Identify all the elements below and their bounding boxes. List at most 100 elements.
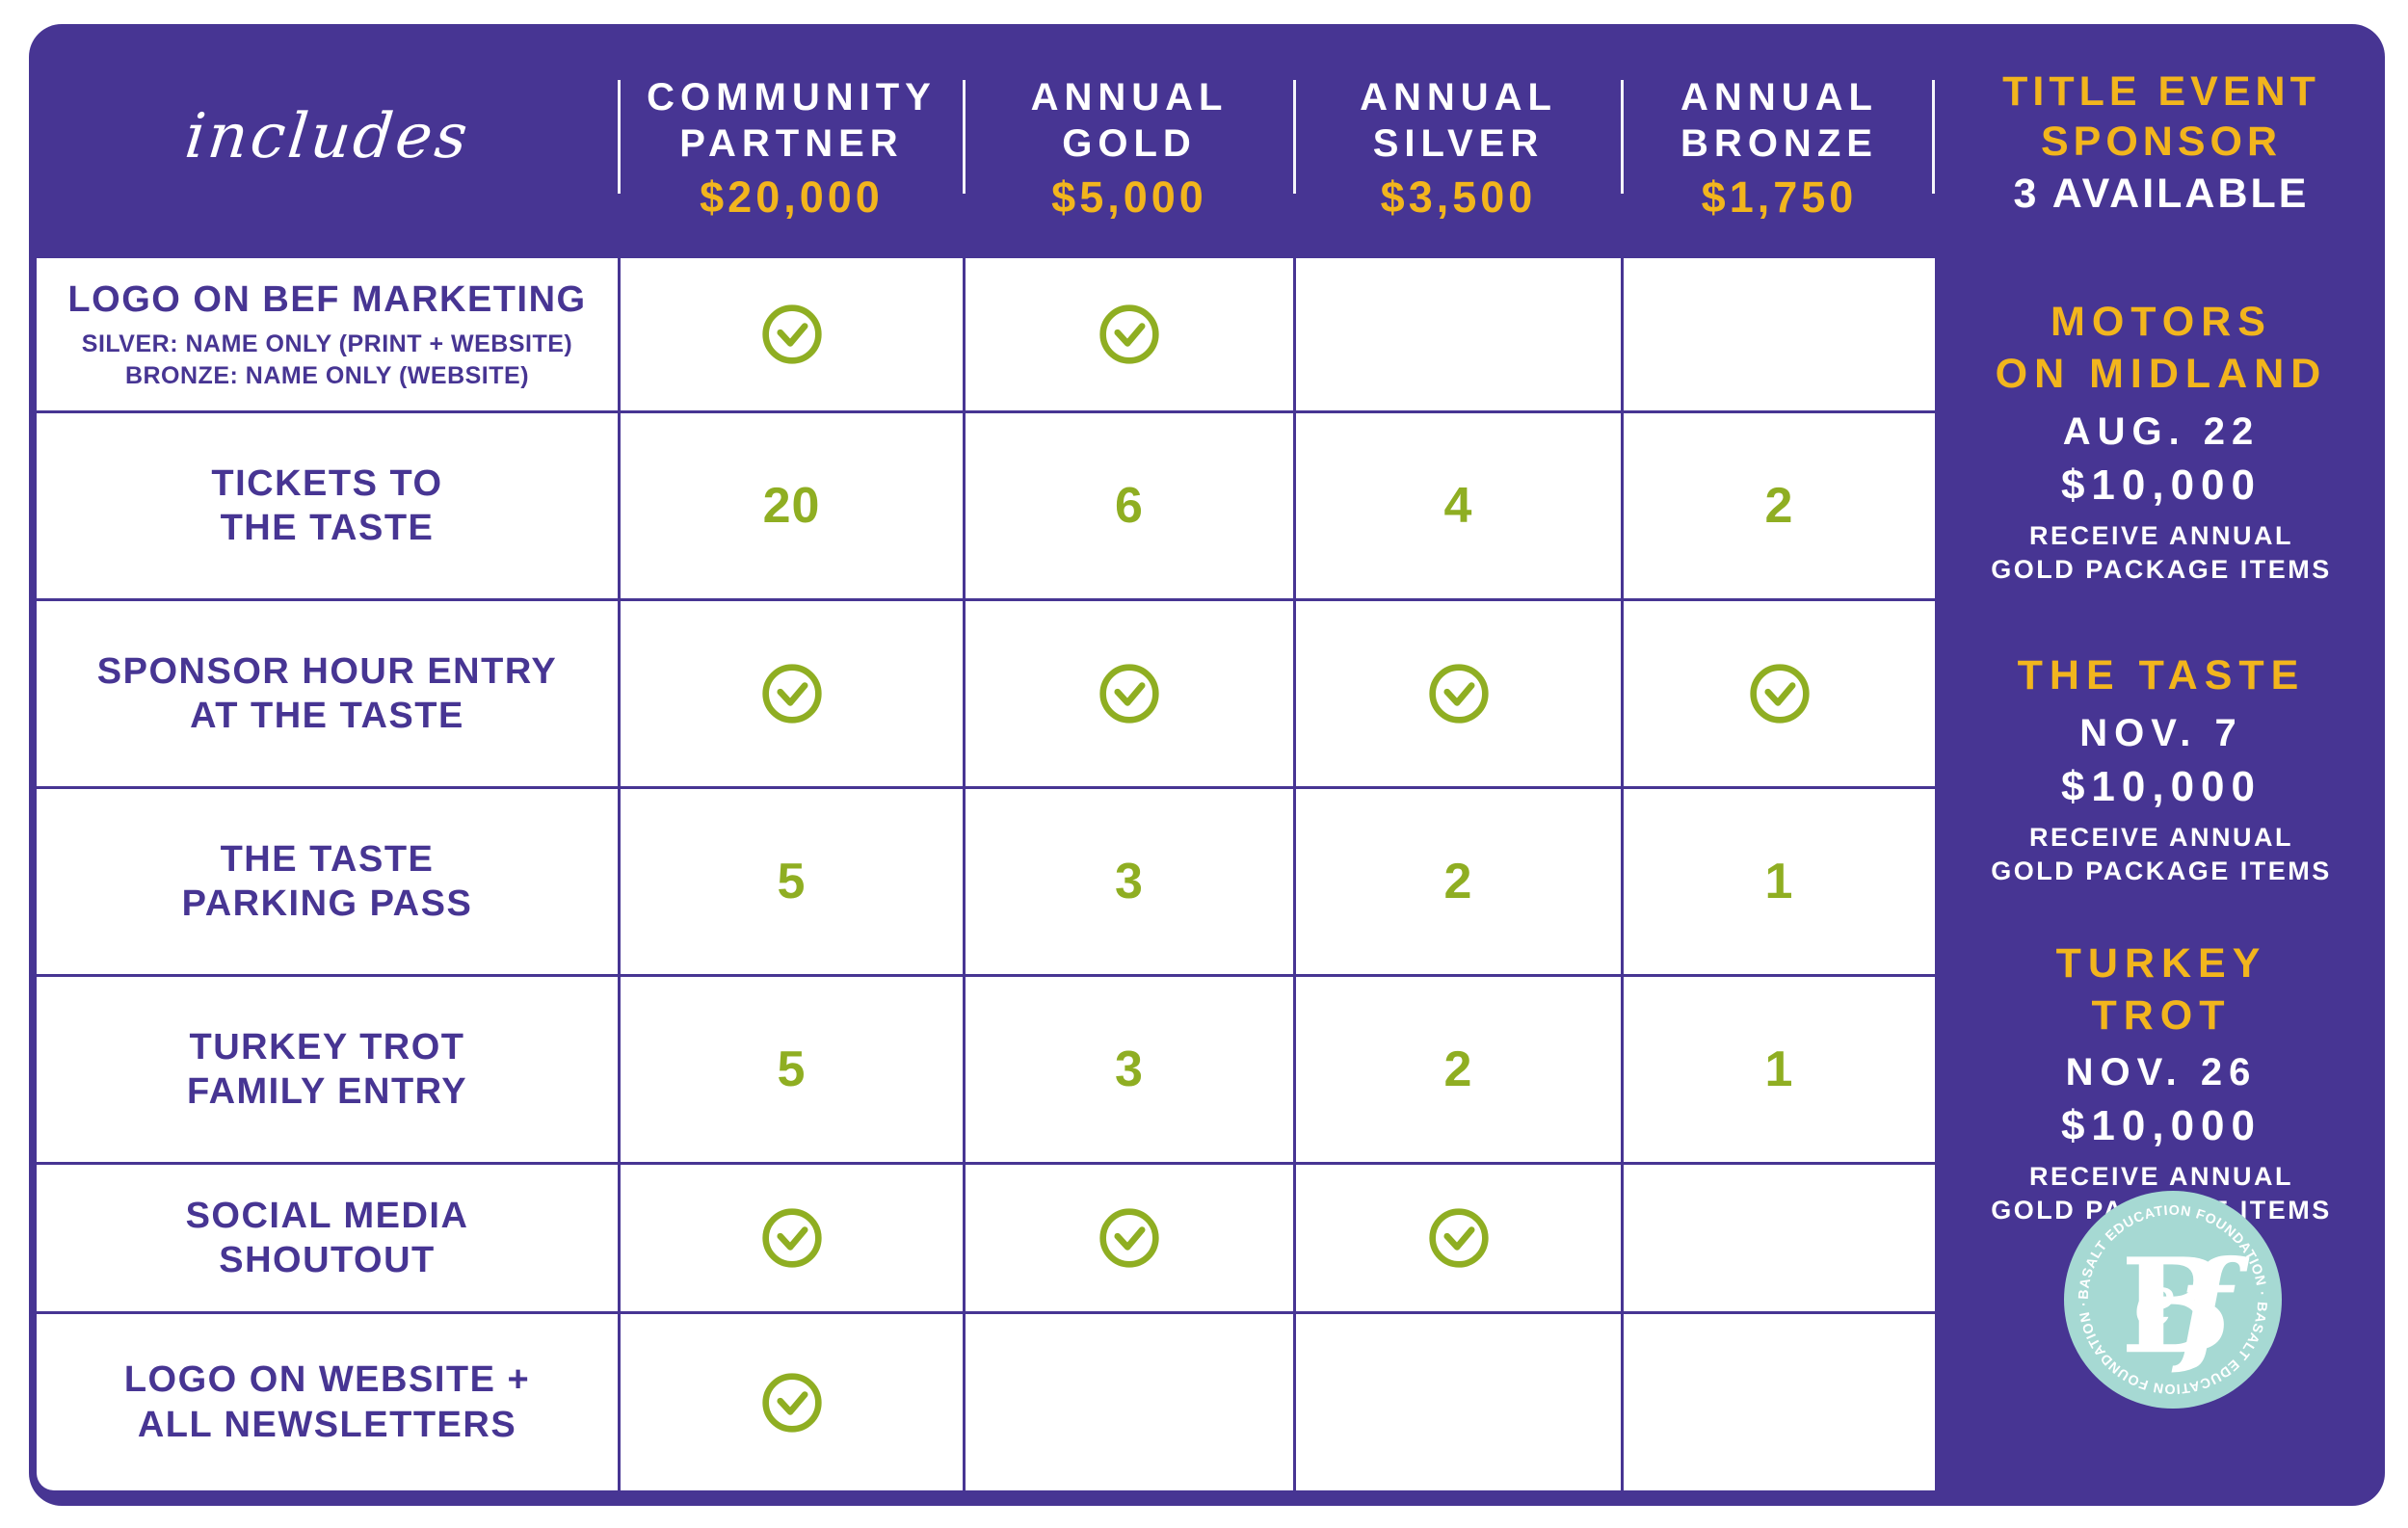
row-label: TICKETS TO THE TASTE bbox=[211, 462, 443, 548]
flyer-card: includes COMMUNITY PARTNER $20,000 ANNUA… bbox=[29, 24, 2385, 1506]
benefit-count: 5 bbox=[777, 1041, 807, 1097]
column-price: $1,750 bbox=[1701, 171, 1858, 222]
column-name: ANNUAL GOLD bbox=[1030, 75, 1229, 165]
row-label: SPONSOR HOUR ENTRY AT THE TASTE bbox=[96, 650, 558, 736]
event-price: $10,000 bbox=[2060, 762, 2262, 810]
table-cell bbox=[621, 1165, 963, 1311]
row-label: THE TASTE PARKING PASS bbox=[181, 838, 473, 924]
table-cell: 2 bbox=[1624, 413, 1935, 598]
header-divider bbox=[963, 80, 966, 194]
event-date: NOV. 7 bbox=[2079, 711, 2243, 754]
check-icon bbox=[1099, 1208, 1159, 1268]
logo-monogram-e: e bbox=[2133, 1258, 2177, 1343]
row-label-cell: TICKETS TO THE TASTE bbox=[37, 413, 618, 598]
table-cell bbox=[621, 1314, 963, 1490]
header-divider bbox=[618, 80, 621, 194]
check-icon bbox=[1749, 664, 1810, 724]
logo-monogram-b: B bbox=[2121, 1229, 2232, 1383]
table-cell bbox=[1296, 601, 1621, 786]
column-name: ANNUAL SILVER bbox=[1360, 75, 1557, 165]
header-divider bbox=[1621, 80, 1624, 194]
column-name: ANNUAL BRONZE bbox=[1680, 75, 1878, 165]
check-icon bbox=[761, 304, 822, 364]
row-label-cell: LOGO ON WEBSITE + ALL NEWSLETTERS bbox=[37, 1314, 618, 1490]
benefit-count: 4 bbox=[1443, 478, 1473, 534]
table-cell-empty bbox=[966, 1314, 1293, 1490]
table-cell bbox=[966, 1165, 1293, 1311]
check-icon bbox=[1428, 664, 1489, 724]
check-icon bbox=[761, 1372, 822, 1433]
event-motors-on-midland: MOTORS ON MIDLAND AUG. 22 $10,000 RECEIV… bbox=[1991, 297, 2332, 587]
benefit-count: 3 bbox=[1115, 854, 1144, 909]
table-cell: 2 bbox=[1296, 977, 1621, 1162]
table-cell: 1 bbox=[1624, 789, 1935, 974]
table-cell: 3 bbox=[966, 789, 1293, 974]
event-the-taste: THE TASTE NOV. 7 $10,000 RECEIVE ANNUAL … bbox=[1991, 650, 2332, 888]
event-price: $10,000 bbox=[2060, 1102, 2262, 1150]
benefit-count: 3 bbox=[1115, 1041, 1144, 1097]
benefits-table: LOGO ON BEF MARKETING SILVER: NAME ONLY … bbox=[37, 258, 1935, 1490]
benefit-count: 6 bbox=[1115, 478, 1144, 534]
table-cell-empty bbox=[1624, 258, 1935, 410]
table-cell: 3 bbox=[966, 977, 1293, 1162]
check-icon bbox=[761, 1208, 822, 1268]
event-price: $10,000 bbox=[2060, 461, 2262, 509]
column-header-annual-silver: ANNUAL SILVER $3,500 bbox=[1296, 24, 1621, 258]
includes-label: includes bbox=[181, 100, 474, 172]
table-cell: 2 bbox=[1296, 789, 1621, 974]
benefit-count: 2 bbox=[1443, 854, 1473, 909]
sidebar-availability: 3 AVAILABLE bbox=[2013, 171, 2310, 218]
column-price: $5,000 bbox=[1051, 171, 1207, 222]
logo-circle bbox=[2064, 1191, 2282, 1409]
event-date: AUG. 22 bbox=[2062, 409, 2261, 453]
column-name: COMMUNITY PARTNER bbox=[647, 75, 937, 165]
row-label-cell: SPONSOR HOUR ENTRY AT THE TASTE bbox=[37, 601, 618, 786]
event-note: RECEIVE ANNUAL GOLD PACKAGE ITEMS bbox=[1991, 822, 2332, 885]
row-label-cell: LOGO ON BEF MARKETING SILVER: NAME ONLY … bbox=[37, 258, 618, 410]
row-label-cell: TURKEY TROT FAMILY ENTRY bbox=[37, 977, 618, 1162]
table-cell: 4 bbox=[1296, 413, 1621, 598]
row-label-cell: THE TASTE PARKING PASS bbox=[37, 789, 618, 974]
table-cell-empty bbox=[1296, 1314, 1621, 1490]
column-header-community-partner: COMMUNITY PARTNER $20,000 bbox=[621, 24, 963, 258]
table-cell bbox=[966, 601, 1293, 786]
benefit-count: 20 bbox=[762, 478, 821, 534]
row-label: LOGO ON BEF MARKETING bbox=[67, 278, 587, 320]
table-cell: 5 bbox=[621, 977, 963, 1162]
benefit-count: 1 bbox=[1764, 854, 1794, 909]
row-label: LOGO ON WEBSITE + ALL NEWSLETTERS bbox=[123, 1359, 531, 1445]
table-cell bbox=[621, 258, 963, 410]
event-name: THE TASTE bbox=[2017, 651, 2306, 698]
table-cell-empty bbox=[1624, 1314, 1935, 1490]
check-icon bbox=[1099, 664, 1159, 724]
benefit-count: 2 bbox=[1764, 478, 1794, 534]
event-date: NOV. 26 bbox=[2065, 1051, 2258, 1094]
check-icon bbox=[1099, 304, 1159, 364]
column-header-annual-bronze: ANNUAL BRONZE $1,750 bbox=[1624, 24, 1935, 258]
column-price: $3,500 bbox=[1380, 171, 1537, 222]
table-cell: 1 bbox=[1624, 977, 1935, 1162]
benefit-count: 1 bbox=[1764, 1041, 1794, 1097]
header-divider bbox=[1293, 80, 1296, 194]
bef-foundation-logo: BASALT EDUCATION FOUNDATION · BASALT EDU… bbox=[2064, 1191, 2282, 1409]
table-cell bbox=[621, 601, 963, 786]
column-header-annual-gold: ANNUAL GOLD $5,000 bbox=[966, 24, 1293, 258]
title-event-sponsor-sidebar: TITLE EVENT SPONSOR 3 AVAILABLE MOTORS O… bbox=[1938, 24, 2385, 1506]
row-label: SOCIAL MEDIA SHOUTOUT bbox=[185, 1195, 469, 1280]
table-cell: 20 bbox=[621, 413, 963, 598]
benefit-count: 2 bbox=[1443, 1041, 1473, 1097]
benefit-count: 5 bbox=[777, 854, 807, 909]
table-cell bbox=[1624, 601, 1935, 786]
event-name: TURKEY TROT bbox=[2055, 939, 2267, 1039]
row-label: TURKEY TROT FAMILY ENTRY bbox=[186, 1026, 468, 1112]
table-cell-empty bbox=[1296, 258, 1621, 410]
row-label-cell: SOCIAL MEDIA SHOUTOUT bbox=[37, 1165, 618, 1311]
header-divider bbox=[1932, 80, 1935, 194]
table-cell-empty bbox=[1624, 1165, 1935, 1311]
sidebar-title: TITLE EVENT SPONSOR bbox=[2002, 68, 2320, 165]
includes-header-cell: includes bbox=[37, 24, 618, 258]
table-cell bbox=[966, 258, 1293, 410]
row-sublabel: SILVER: NAME ONLY (PRINT + WEBSITE) BRON… bbox=[81, 330, 573, 389]
table-cell: 6 bbox=[966, 413, 1293, 598]
